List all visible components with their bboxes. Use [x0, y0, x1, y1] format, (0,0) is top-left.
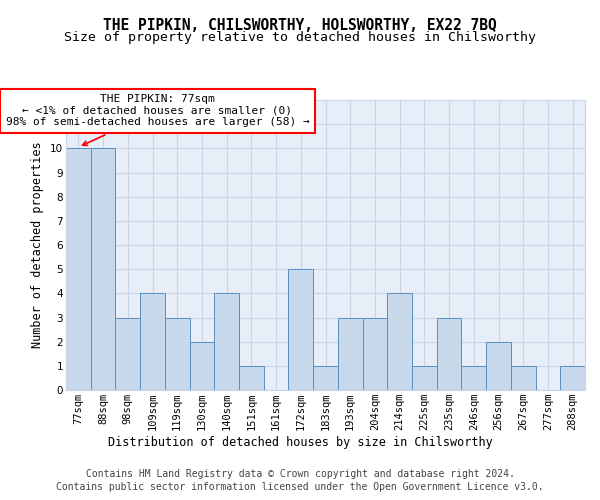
Bar: [486, 342, 511, 390]
Bar: [66, 148, 91, 390]
Bar: [412, 366, 437, 390]
Text: Size of property relative to detached houses in Chilsworthy: Size of property relative to detached ho…: [64, 31, 536, 44]
Text: Contains HM Land Registry data © Crown copyright and database right 2024.: Contains HM Land Registry data © Crown c…: [86, 469, 514, 479]
Bar: [511, 366, 536, 390]
Text: THE PIPKIN: 77sqm
← <1% of detached houses are smaller (0)
98% of semi-detached : THE PIPKIN: 77sqm ← <1% of detached hous…: [5, 94, 310, 146]
Bar: [190, 342, 214, 390]
Bar: [338, 318, 362, 390]
Bar: [461, 366, 486, 390]
Bar: [115, 318, 140, 390]
Bar: [560, 366, 585, 390]
Bar: [214, 294, 239, 390]
Bar: [91, 148, 115, 390]
Bar: [140, 294, 165, 390]
Bar: [387, 294, 412, 390]
Bar: [289, 269, 313, 390]
Text: Distribution of detached houses by size in Chilsworthy: Distribution of detached houses by size …: [107, 436, 493, 449]
Y-axis label: Number of detached properties: Number of detached properties: [31, 142, 44, 348]
Text: THE PIPKIN, CHILSWORTHY, HOLSWORTHY, EX22 7BQ: THE PIPKIN, CHILSWORTHY, HOLSWORTHY, EX2…: [103, 18, 497, 32]
Text: Contains public sector information licensed under the Open Government Licence v3: Contains public sector information licen…: [56, 482, 544, 492]
Bar: [437, 318, 461, 390]
Bar: [362, 318, 387, 390]
Bar: [239, 366, 264, 390]
Bar: [165, 318, 190, 390]
Bar: [313, 366, 338, 390]
